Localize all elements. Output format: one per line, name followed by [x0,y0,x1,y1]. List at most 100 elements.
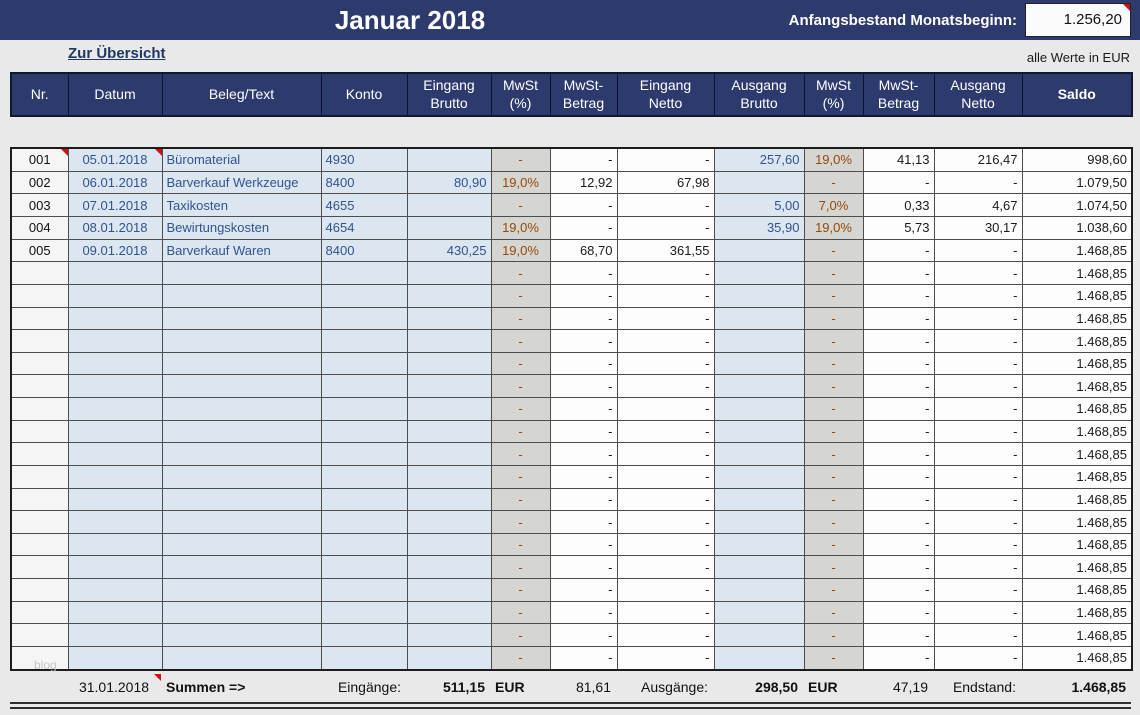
cell[interactable]: 1.468,85 [1021,442,1133,466]
cell[interactable]: - [549,578,618,602]
cell[interactable]: - [933,645,1023,671]
cell[interactable] [67,283,163,308]
cell[interactable]: 4930 [320,147,408,172]
cell[interactable]: - [549,464,618,489]
cell[interactable]: - [803,238,864,263]
cell[interactable]: - [549,306,618,331]
cell[interactable] [713,419,805,444]
cell[interactable]: 1.468,85 [1021,351,1133,376]
cell[interactable]: - [490,555,551,580]
cell[interactable] [67,351,163,376]
cell[interactable]: 001 [10,147,69,172]
cell[interactable] [320,283,408,308]
cell[interactable]: 35,90 [713,216,805,240]
col-header-eingang-netto[interactable]: Eingang Netto [616,72,715,117]
cell[interactable]: - [862,397,935,421]
cell[interactable]: - [803,261,864,285]
cell[interactable]: 1.468,85 [1021,329,1133,353]
cell[interactable] [161,510,322,534]
cell[interactable]: - [490,578,551,602]
col-header-mwst-ausgang[interactable]: MwSt (%) [803,72,864,117]
cell[interactable]: - [803,419,864,444]
cell[interactable]: - [803,578,864,602]
cell[interactable]: 1.079,50 [1021,170,1133,195]
cell[interactable] [406,578,492,602]
cell[interactable]: 8400 [320,170,408,195]
cell[interactable]: 12,92 [549,170,618,195]
cell[interactable]: - [549,374,618,399]
endstand-value[interactable]: 1.468,85 [1071,679,1127,695]
cell[interactable]: - [862,419,935,444]
cell[interactable] [713,238,805,263]
cell[interactable]: - [933,238,1023,263]
cell[interactable]: - [933,532,1023,557]
cell[interactable]: 002 [10,170,69,195]
cell[interactable]: - [490,532,551,557]
cell[interactable]: 1.468,85 [1021,555,1133,580]
cell[interactable]: - [803,487,864,512]
cell[interactable]: - [549,397,618,421]
cell[interactable]: - [616,374,715,399]
summary-title[interactable]: Summen => [166,679,246,695]
cell[interactable]: - [862,464,935,489]
cell[interactable] [161,351,322,376]
cell[interactable] [320,419,408,444]
cell[interactable] [320,555,408,580]
cell[interactable] [713,283,805,308]
cell[interactable] [406,510,492,534]
cell[interactable]: 68,70 [549,238,618,263]
cell[interactable]: - [549,645,618,671]
cell[interactable]: - [803,645,864,671]
cell[interactable]: - [862,578,935,602]
cell[interactable]: - [862,532,935,557]
cell[interactable] [161,555,322,580]
cell[interactable]: - [862,238,935,263]
cell[interactable] [67,487,163,512]
cell[interactable] [67,306,163,331]
cell[interactable] [67,600,163,625]
cell[interactable] [320,510,408,534]
cell[interactable] [713,397,805,421]
cell[interactable] [67,645,163,671]
cell[interactable] [406,532,492,557]
cell[interactable]: - [616,645,715,671]
cell[interactable]: 361,55 [616,238,715,263]
cell[interactable]: 004 [10,216,69,240]
cell[interactable]: 07.01.2018 [67,193,163,218]
cell[interactable] [713,532,805,557]
cell[interactable] [713,329,805,353]
cell[interactable]: - [549,555,618,580]
cell[interactable]: - [803,374,864,399]
cell[interactable] [406,645,492,671]
cell[interactable] [320,329,408,353]
cell[interactable]: - [933,464,1023,489]
cell[interactable]: - [933,374,1023,399]
cell[interactable]: 8400 [320,238,408,263]
cell[interactable]: - [862,510,935,534]
cell[interactable] [10,600,69,625]
cell[interactable]: - [803,600,864,625]
cell[interactable]: - [490,464,551,489]
cell[interactable]: 05.01.2018 [67,147,163,172]
col-header-nr[interactable]: Nr. [10,72,69,117]
eingaenge-label[interactable]: Eingänge: [337,679,401,695]
cell[interactable]: - [862,645,935,671]
cell[interactable]: 67,98 [616,170,715,195]
cell[interactable]: - [549,510,618,534]
cell[interactable] [161,283,322,308]
cell[interactable]: - [933,487,1023,512]
cell[interactable] [10,510,69,534]
cell[interactable] [406,374,492,399]
cell[interactable]: 30,17 [933,216,1023,240]
cell[interactable] [10,397,69,421]
ausgaenge-currency[interactable]: EUR [808,679,838,695]
cell[interactable]: - [616,555,715,580]
cell[interactable]: - [616,419,715,444]
cell[interactable] [406,306,492,331]
cell[interactable] [406,623,492,647]
cell[interactable]: - [490,306,551,331]
cell[interactable]: - [862,351,935,376]
cell[interactable]: 1.468,85 [1021,600,1133,625]
cell[interactable] [67,623,163,647]
cell[interactable] [406,555,492,580]
